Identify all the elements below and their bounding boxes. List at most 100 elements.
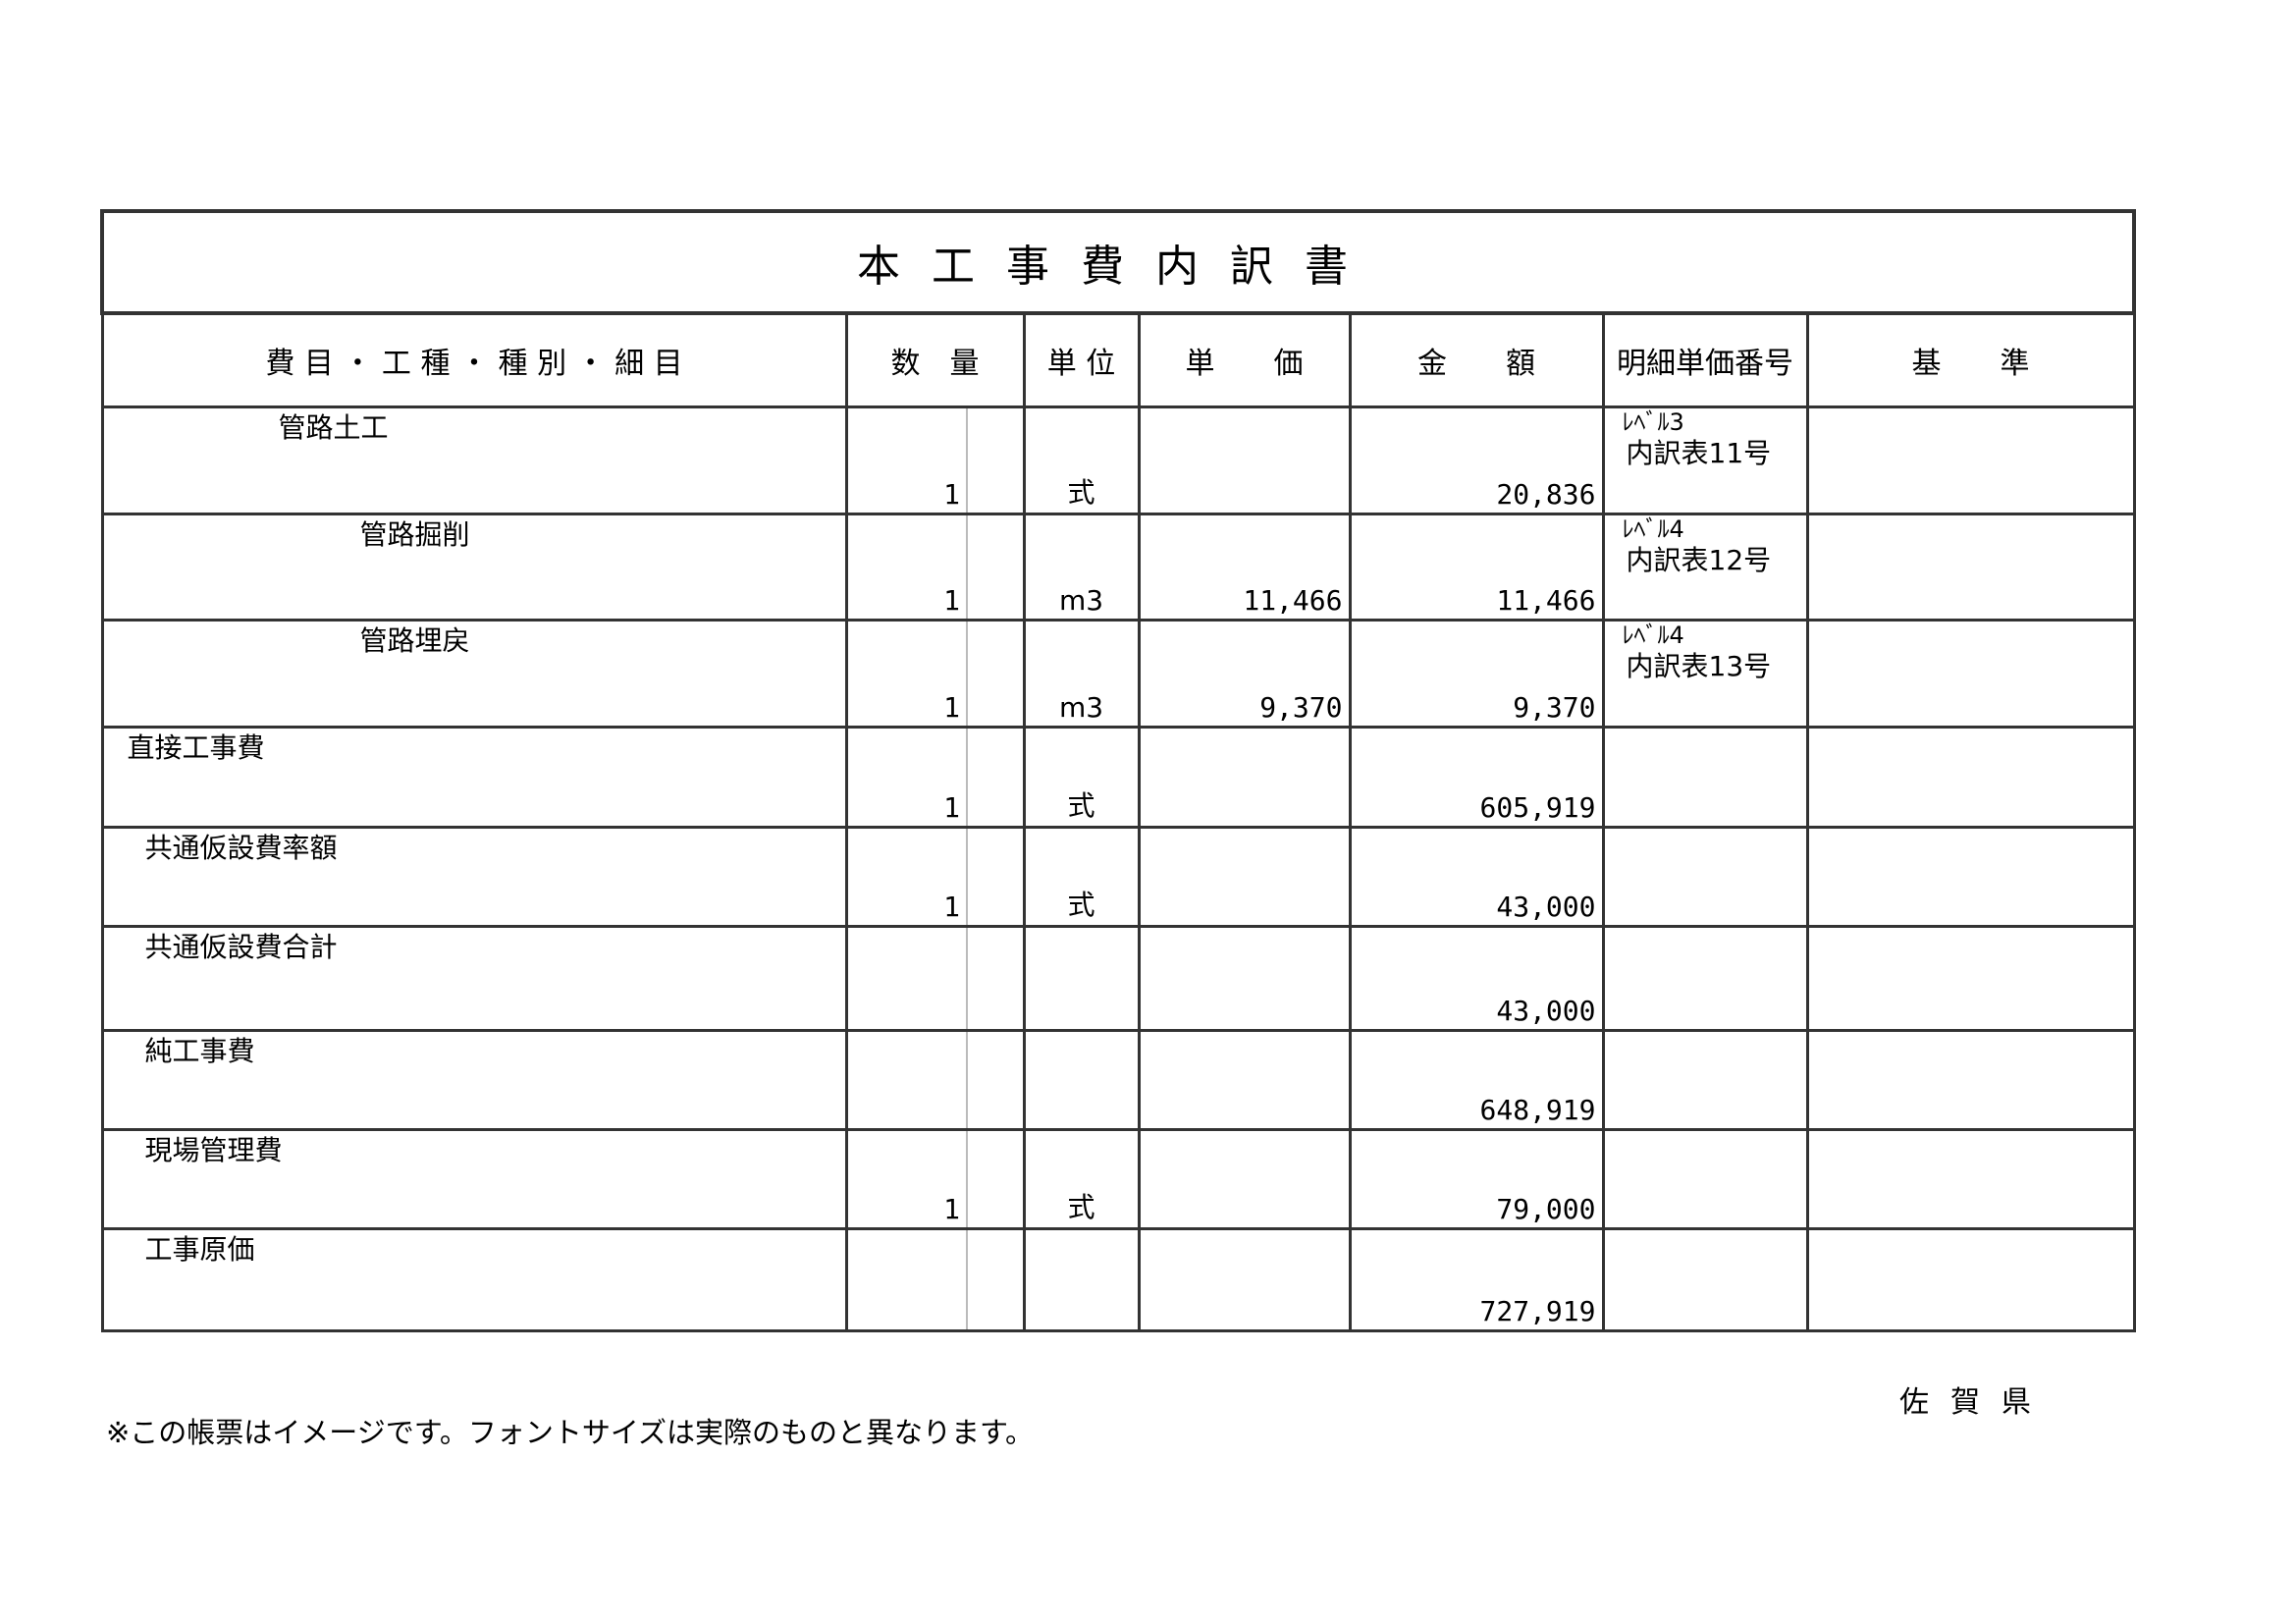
header-standard: 基 準 [1805, 311, 2136, 408]
header-detail-no: 明細単価番号 [1601, 311, 1809, 408]
unit-cell: 式 [1022, 826, 1141, 928]
item-cell: 直接工事費 [100, 726, 848, 829]
quantity-spacer [966, 726, 1026, 829]
quantity-cell: 1 [844, 619, 968, 729]
quantity-value: 1 [943, 891, 960, 923]
quantity-value: 1 [943, 478, 960, 511]
unit-value: 式 [1067, 476, 1095, 509]
table-row: 直接工事費 1 式 605,919 [100, 726, 2136, 829]
unit-cell: 式 [1022, 726, 1141, 829]
quantity-value: 1 [943, 791, 960, 824]
item-name: 共通仮設費率額 [144, 832, 338, 864]
unit-value: 式 [1067, 789, 1095, 822]
header-quantity: 数 量 [844, 311, 1026, 408]
amount-value: 9,370 [1513, 691, 1596, 724]
standard-cell [1805, 726, 2136, 829]
unit-price-value: 11,466 [1243, 584, 1343, 617]
amount-value: 20,836 [1496, 478, 1596, 511]
item-cell: 共通仮設費率額 [100, 826, 848, 928]
item-cell: 管路埋戻 [100, 619, 848, 729]
detail-level: ﾚﾍﾞﾙ4 [1622, 515, 1684, 543]
quantity-cell [844, 1227, 968, 1332]
detail-no-cell [1601, 826, 1809, 928]
quantity-cell [844, 1029, 968, 1131]
unit-value: m3 [1058, 691, 1104, 724]
header-unit: 単 位 [1022, 311, 1141, 408]
quantity-cell [844, 925, 968, 1032]
amount-cell: 20,836 [1348, 406, 1605, 515]
unit-price-cell: 11,466 [1137, 513, 1352, 622]
unit-price-cell [1137, 925, 1352, 1032]
table-row: 管路土工 1 式 20,836 ﾚﾍﾞﾙ3 内訳表11号 [100, 406, 2136, 515]
quantity-spacer [966, 619, 1026, 729]
unit-price-cell: 9,370 [1137, 619, 1352, 729]
amount-cell: 43,000 [1348, 826, 1605, 928]
unit-value: 式 [1067, 889, 1095, 921]
item-cell: 現場管理費 [100, 1128, 848, 1230]
detail-no-cell [1601, 1128, 1809, 1230]
table-row: 工事原価 727,919 [100, 1227, 2136, 1332]
header-row: 費 目 ・ 工 種 ・ 種 別 ・ 細 目 数 量 単 位 単 価 金 額 明細… [100, 311, 2136, 408]
standard-cell [1805, 619, 2136, 729]
quantity-cell: 1 [844, 1128, 968, 1230]
unit-cell: 式 [1022, 406, 1141, 515]
unit-price-cell [1137, 1227, 1352, 1332]
standard-cell [1805, 406, 2136, 515]
quantity-cell: 1 [844, 513, 968, 622]
item-name: 管路土工 [278, 411, 389, 444]
table-row: 現場管理費 1 式 79,000 [100, 1128, 2136, 1230]
item-name: 純工事費 [144, 1035, 255, 1067]
prefecture-label: 佐賀県 [1899, 1385, 2053, 1420]
quantity-value: 1 [943, 1193, 960, 1225]
detail-level: ﾚﾍﾞﾙ3 [1622, 408, 1684, 436]
amount-cell: 605,919 [1348, 726, 1605, 829]
table-row: 管路掘削 1 m3 11,466 11,466 ﾚﾍﾞﾙ4 内訳表12号 [100, 513, 2136, 622]
quantity-spacer [966, 1227, 1026, 1332]
quantity-cell: 1 [844, 726, 968, 829]
amount-cell: 43,000 [1348, 925, 1605, 1032]
table-row: 管路埋戻 1 m3 9,370 9,370 ﾚﾍﾞﾙ4 内訳表13号 [100, 619, 2136, 729]
amount-cell: 9,370 [1348, 619, 1605, 729]
standard-cell [1805, 513, 2136, 622]
quantity-spacer [966, 925, 1026, 1032]
unit-value: m3 [1058, 584, 1104, 617]
unit-cell [1022, 925, 1141, 1032]
detail-no-cell [1601, 1029, 1809, 1131]
amount-value: 727,919 [1479, 1295, 1596, 1327]
detail-table-no: 内訳表12号 [1626, 544, 1772, 576]
unit-price-cell [1137, 1128, 1352, 1230]
quantity-cell: 1 [844, 826, 968, 928]
amount-cell: 11,466 [1348, 513, 1605, 622]
unit-value: 式 [1067, 1191, 1095, 1223]
detail-no-cell: ﾚﾍﾞﾙ4 内訳表13号 [1601, 619, 1809, 729]
standard-cell [1805, 1128, 2136, 1230]
item-name: 現場管理費 [144, 1134, 283, 1166]
quantity-cell: 1 [844, 406, 968, 515]
amount-cell: 79,000 [1348, 1128, 1605, 1230]
standard-cell [1805, 826, 2136, 928]
amount-value: 605,919 [1479, 791, 1596, 824]
item-cell: 共通仮設費合計 [100, 925, 848, 1032]
detail-no-cell: ﾚﾍﾞﾙ4 内訳表12号 [1601, 513, 1809, 622]
item-name: 工事原価 [144, 1233, 255, 1266]
item-name: 共通仮設費合計 [144, 931, 338, 963]
quantity-value: 1 [943, 691, 960, 724]
amount-value: 79,000 [1496, 1193, 1596, 1225]
unit-cell: 式 [1022, 1128, 1141, 1230]
detail-level: ﾚﾍﾞﾙ4 [1622, 622, 1684, 649]
standard-cell [1805, 1227, 2136, 1332]
item-cell: 純工事費 [100, 1029, 848, 1131]
detail-no-cell [1601, 925, 1809, 1032]
amount-value: 43,000 [1496, 995, 1596, 1027]
amount-value: 43,000 [1496, 891, 1596, 923]
unit-price-value: 9,370 [1259, 691, 1343, 724]
unit-price-cell [1137, 726, 1352, 829]
quantity-value: 1 [943, 584, 960, 617]
cost-breakdown-table: 本工事費内訳書 費 目 ・ 工 種 ・ 種 別 ・ 細 目 数 量 単 位 単 … [100, 209, 2136, 1332]
unit-cell: m3 [1022, 619, 1141, 729]
unit-price-cell [1137, 406, 1352, 515]
amount-cell: 727,919 [1348, 1227, 1605, 1332]
header-unit-price: 単 価 [1137, 311, 1352, 408]
item-name: 直接工事費 [127, 731, 265, 764]
item-cell: 管路土工 [100, 406, 848, 515]
